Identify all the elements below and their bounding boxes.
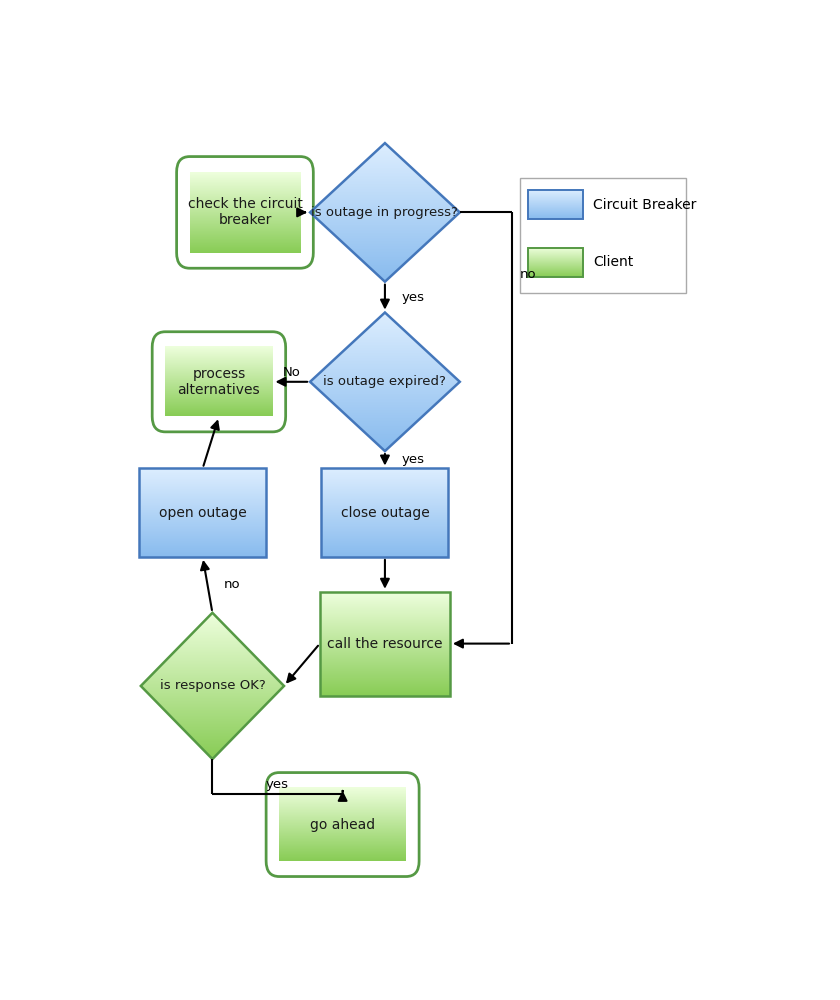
Bar (528, 190, 584, 219)
Text: yes: yes (402, 453, 424, 466)
Bar (322, 468, 449, 557)
Text: no: no (520, 267, 536, 280)
Text: close outage: close outage (340, 506, 429, 520)
Text: yes: yes (402, 291, 424, 304)
Text: go ahead: go ahead (310, 818, 375, 832)
Text: is response OK?: is response OK? (160, 679, 265, 692)
Bar (139, 468, 266, 557)
Bar (320, 592, 450, 696)
Text: No: No (282, 366, 300, 379)
Text: is outage in progress?: is outage in progress? (312, 206, 459, 219)
Text: process
alternatives: process alternatives (177, 367, 260, 397)
Bar (528, 248, 584, 277)
Text: yes: yes (266, 778, 289, 791)
Text: open outage: open outage (159, 506, 246, 520)
Text: call the resource: call the resource (328, 637, 443, 651)
Text: Circuit Breaker: Circuit Breaker (593, 198, 696, 212)
Text: is outage expired?: is outage expired? (323, 375, 446, 388)
Text: Client: Client (593, 255, 633, 269)
Text: check the circuit
breaker: check the circuit breaker (187, 197, 302, 228)
Text: no: no (224, 578, 241, 591)
FancyBboxPatch shape (520, 178, 686, 293)
